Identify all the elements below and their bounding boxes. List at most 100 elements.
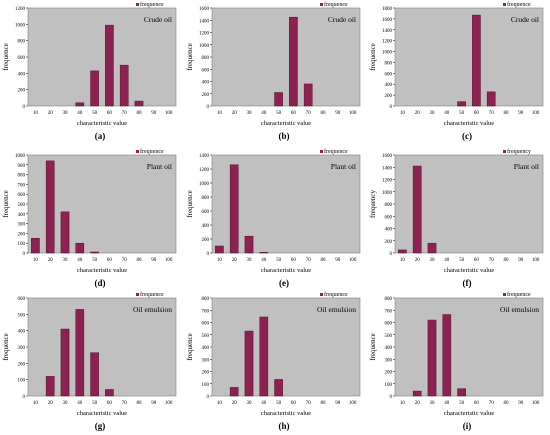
- x-tick-label: 40: [261, 111, 267, 116]
- bar: [31, 238, 39, 253]
- y-tick-label: 600: [202, 68, 210, 73]
- x-tick-label: 70: [122, 401, 128, 406]
- x-tick-label: 20: [415, 258, 421, 263]
- panel-label: (a): [95, 131, 106, 141]
- panel-label: (e): [279, 278, 289, 288]
- y-tick-label: 400: [385, 346, 393, 351]
- y-axis-label: frequence: [369, 333, 377, 361]
- x-tick-label: 70: [122, 258, 128, 263]
- legend-label: frequence: [507, 291, 531, 298]
- x-tick-label: 90: [335, 111, 341, 116]
- y-tick-label: 100: [385, 383, 393, 388]
- x-tick-label: 40: [77, 401, 83, 406]
- y-tick-label: 100: [202, 383, 210, 388]
- x-axis-label: characteristic value: [261, 267, 311, 274]
- x-tick-label: 20: [48, 401, 54, 406]
- x-axis-label: characteristic value: [261, 120, 311, 127]
- x-tick-label: 30: [247, 401, 253, 406]
- y-axis-label: frequence: [186, 43, 194, 71]
- x-tick-label: 60: [474, 111, 480, 116]
- x-tick-label: 40: [261, 401, 267, 406]
- legend-label: frequence: [140, 1, 164, 8]
- y-tick-label: 1200: [199, 168, 210, 173]
- y-tick-label: 700: [385, 309, 393, 314]
- x-tick-label: 50: [459, 258, 465, 263]
- x-tick-label: 40: [77, 111, 83, 116]
- legend-marker: [320, 3, 323, 6]
- y-tick-label: 300: [18, 346, 26, 351]
- x-tick-label: 100: [165, 401, 173, 406]
- bar: [443, 315, 451, 396]
- y-tick-label: 200: [385, 371, 393, 376]
- y-tick-label: 400: [18, 213, 26, 218]
- y-tick-label: 600: [385, 215, 393, 220]
- bar: [91, 252, 99, 253]
- x-tick-label: 80: [504, 401, 510, 406]
- x-tick-label: 10: [33, 258, 39, 263]
- panel-label: (h): [279, 421, 290, 431]
- x-tick-label: 50: [276, 258, 282, 263]
- x-tick-label: 30: [430, 401, 436, 406]
- x-tick-label: 10: [33, 111, 39, 116]
- x-tick-label: 40: [261, 258, 267, 263]
- x-axis-label: characteristic value: [444, 410, 494, 417]
- y-tick-label: 400: [385, 228, 393, 233]
- x-tick-label: 50: [276, 111, 282, 116]
- y-tick-label: 1400: [199, 19, 210, 24]
- x-tick-label: 20: [232, 401, 238, 406]
- y-tick-label: 1600: [199, 7, 210, 12]
- x-tick-label: 10: [217, 401, 223, 406]
- y-tick-label: 0: [23, 105, 26, 110]
- y-tick-label: 1600: [382, 18, 393, 23]
- x-tick-label: 70: [489, 258, 495, 263]
- x-tick-label: 100: [532, 111, 540, 116]
- y-tick-label: 400: [18, 72, 26, 77]
- bar: [120, 65, 128, 106]
- x-tick-label: 70: [489, 401, 495, 406]
- y-tick-label: 1400: [382, 166, 393, 171]
- y-axis-label: frequence: [369, 43, 377, 71]
- y-tick-label: 1000: [15, 154, 26, 159]
- bar: [458, 102, 466, 106]
- legend-marker: [136, 3, 139, 6]
- y-axis-label: frequency: [369, 190, 377, 218]
- y-tick-label: 800: [202, 297, 210, 302]
- legend-label: frequency: [507, 148, 531, 155]
- y-tick-label: 200: [18, 232, 26, 237]
- bar: [46, 161, 54, 253]
- x-axis-label: characteristic value: [77, 120, 127, 127]
- bar: [61, 212, 69, 253]
- y-tick-label: 500: [18, 313, 26, 318]
- y-tick-label: 200: [202, 93, 210, 98]
- legend-label: frequence: [140, 291, 164, 298]
- x-tick-label: 40: [444, 258, 450, 263]
- x-tick-label: 70: [122, 111, 128, 116]
- y-tick-label: 200: [385, 94, 393, 99]
- series-title: Plant oil: [147, 162, 172, 171]
- bar: [245, 236, 253, 253]
- x-axis-label: characteristic value: [77, 267, 127, 274]
- chart-panel: 010020030040050060070080010 20 30 40 50 60 70 8…: [186, 291, 360, 431]
- legend-marker: [503, 293, 506, 296]
- chart-panel: 0 200 400 600 800 1000 1200 10 20 30 40 50 60 70 80 90 1…: [2, 1, 176, 141]
- y-tick-label: 600: [385, 322, 393, 327]
- y-tick-label: 800: [385, 61, 393, 66]
- y-tick-label: 300: [202, 358, 210, 363]
- legend-marker: [136, 150, 139, 153]
- bar: [76, 103, 84, 106]
- y-tick-label: 800: [385, 203, 393, 208]
- y-tick-label: 600: [18, 297, 26, 302]
- y-tick-label: 700: [202, 309, 210, 314]
- panel-label: (b): [279, 131, 290, 141]
- bar: [275, 379, 283, 396]
- x-tick-label: 30: [63, 111, 69, 116]
- y-tick-label: 200: [202, 238, 210, 243]
- y-tick-label: 200: [202, 371, 210, 376]
- x-tick-label: 10: [400, 111, 406, 116]
- y-tick-label: 100: [18, 242, 26, 247]
- bar: [76, 243, 84, 253]
- chart-panel: 02004006008001000120014001600180010 20 30 4…: [369, 1, 543, 141]
- series-title: Plant oil: [331, 162, 356, 171]
- bar: [135, 101, 143, 106]
